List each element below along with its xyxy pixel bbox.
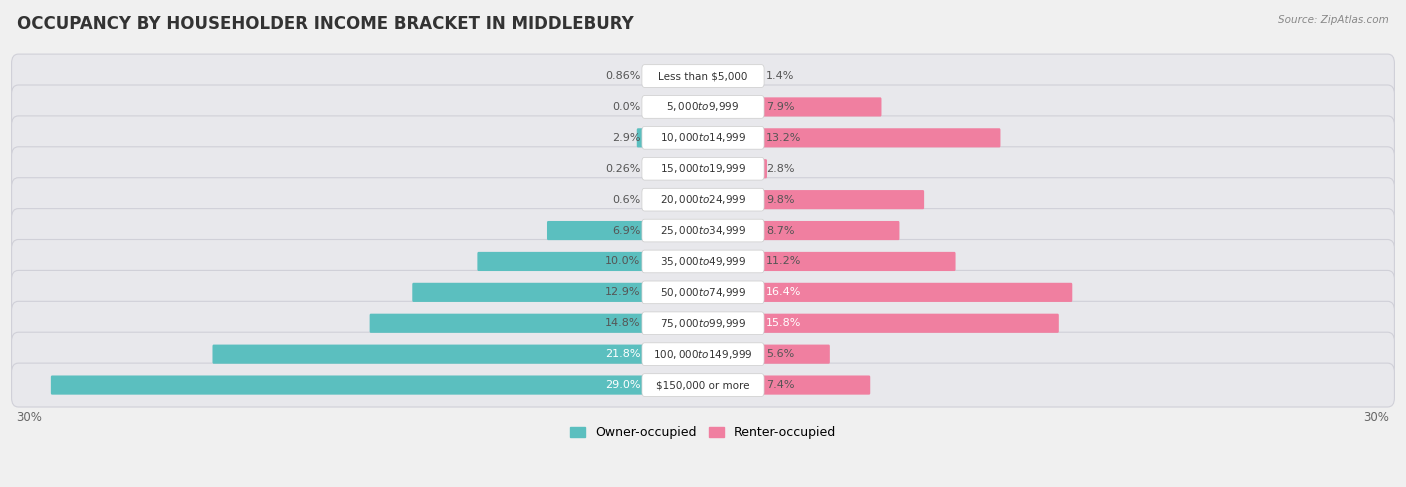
Text: 9.8%: 9.8%	[766, 195, 794, 205]
FancyBboxPatch shape	[370, 314, 704, 333]
Text: 2.9%: 2.9%	[612, 133, 640, 143]
FancyBboxPatch shape	[478, 252, 704, 271]
FancyBboxPatch shape	[11, 270, 1395, 314]
Text: $35,000 to $49,999: $35,000 to $49,999	[659, 255, 747, 268]
FancyBboxPatch shape	[643, 250, 763, 273]
Text: $50,000 to $74,999: $50,000 to $74,999	[659, 286, 747, 299]
FancyBboxPatch shape	[689, 190, 704, 209]
FancyBboxPatch shape	[702, 252, 956, 271]
Text: 0.6%: 0.6%	[612, 195, 640, 205]
FancyBboxPatch shape	[702, 314, 1059, 333]
Text: 0.0%: 0.0%	[612, 102, 640, 112]
FancyBboxPatch shape	[702, 345, 830, 364]
Text: 15.8%: 15.8%	[766, 318, 801, 328]
Text: 7.9%: 7.9%	[766, 102, 794, 112]
FancyBboxPatch shape	[412, 283, 704, 302]
FancyBboxPatch shape	[643, 374, 763, 396]
Text: 29.0%: 29.0%	[605, 380, 640, 390]
FancyBboxPatch shape	[643, 65, 763, 87]
Text: $100,000 to $149,999: $100,000 to $149,999	[654, 348, 752, 361]
Text: 1.4%: 1.4%	[766, 71, 794, 81]
Text: Less than $5,000: Less than $5,000	[658, 71, 748, 81]
FancyBboxPatch shape	[11, 85, 1395, 129]
Text: 0.86%: 0.86%	[605, 71, 640, 81]
FancyBboxPatch shape	[637, 128, 704, 148]
FancyBboxPatch shape	[11, 240, 1395, 283]
Text: OCCUPANCY BY HOUSEHOLDER INCOME BRACKET IN MIDDLEBURY: OCCUPANCY BY HOUSEHOLDER INCOME BRACKET …	[17, 15, 634, 33]
FancyBboxPatch shape	[702, 97, 882, 116]
Text: 0.26%: 0.26%	[605, 164, 640, 174]
Text: $20,000 to $24,999: $20,000 to $24,999	[659, 193, 747, 206]
Text: $5,000 to $9,999: $5,000 to $9,999	[666, 100, 740, 113]
FancyBboxPatch shape	[643, 219, 763, 242]
Text: $10,000 to $14,999: $10,000 to $14,999	[659, 131, 747, 144]
Text: 8.7%: 8.7%	[766, 225, 794, 236]
FancyBboxPatch shape	[696, 159, 704, 178]
FancyBboxPatch shape	[11, 54, 1395, 98]
FancyBboxPatch shape	[702, 375, 870, 394]
Text: 13.2%: 13.2%	[766, 133, 801, 143]
Text: $150,000 or more: $150,000 or more	[657, 380, 749, 390]
Text: 16.4%: 16.4%	[766, 287, 801, 298]
Text: 7.4%: 7.4%	[766, 380, 794, 390]
Text: 2.8%: 2.8%	[766, 164, 794, 174]
FancyBboxPatch shape	[682, 66, 704, 86]
FancyBboxPatch shape	[702, 159, 768, 178]
Text: 12.9%: 12.9%	[605, 287, 640, 298]
FancyBboxPatch shape	[11, 301, 1395, 345]
FancyBboxPatch shape	[643, 343, 763, 366]
Text: 10.0%: 10.0%	[605, 257, 640, 266]
Text: 11.2%: 11.2%	[766, 257, 801, 266]
FancyBboxPatch shape	[11, 116, 1395, 160]
Text: 21.8%: 21.8%	[605, 349, 640, 359]
FancyBboxPatch shape	[51, 375, 704, 394]
Legend: Owner-occupied, Renter-occupied: Owner-occupied, Renter-occupied	[565, 421, 841, 444]
FancyBboxPatch shape	[643, 127, 763, 149]
FancyBboxPatch shape	[702, 221, 900, 240]
FancyBboxPatch shape	[643, 188, 763, 211]
FancyBboxPatch shape	[11, 147, 1395, 191]
FancyBboxPatch shape	[11, 363, 1395, 407]
Text: 14.8%: 14.8%	[605, 318, 640, 328]
FancyBboxPatch shape	[547, 221, 704, 240]
FancyBboxPatch shape	[11, 208, 1395, 252]
FancyBboxPatch shape	[643, 157, 763, 180]
FancyBboxPatch shape	[643, 281, 763, 304]
FancyBboxPatch shape	[702, 66, 735, 86]
FancyBboxPatch shape	[702, 128, 1001, 148]
Text: $25,000 to $34,999: $25,000 to $34,999	[659, 224, 747, 237]
Text: $15,000 to $19,999: $15,000 to $19,999	[659, 162, 747, 175]
FancyBboxPatch shape	[702, 190, 924, 209]
Text: 6.9%: 6.9%	[612, 225, 640, 236]
Text: Source: ZipAtlas.com: Source: ZipAtlas.com	[1278, 15, 1389, 25]
Text: $75,000 to $99,999: $75,000 to $99,999	[659, 317, 747, 330]
Text: 5.6%: 5.6%	[766, 349, 794, 359]
FancyBboxPatch shape	[11, 178, 1395, 222]
FancyBboxPatch shape	[643, 95, 763, 118]
FancyBboxPatch shape	[702, 283, 1073, 302]
FancyBboxPatch shape	[212, 345, 704, 364]
FancyBboxPatch shape	[11, 332, 1395, 376]
FancyBboxPatch shape	[643, 312, 763, 335]
